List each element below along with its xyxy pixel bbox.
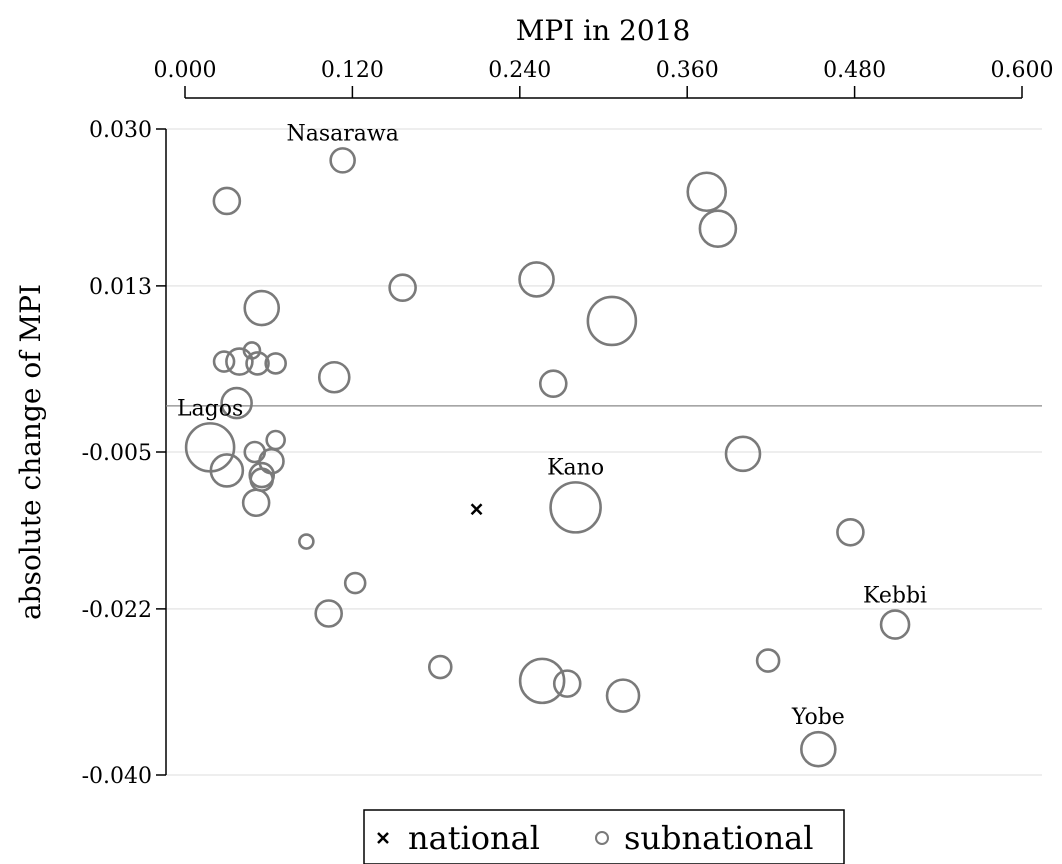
- data-point: [698, 209, 738, 248]
- x-tick-label: 0.360: [656, 58, 719, 83]
- point-label: Yobe: [791, 705, 845, 730]
- legend-subnational-marker: [595, 831, 609, 845]
- data-point: [220, 386, 253, 420]
- x-tick-label: 0.600: [991, 58, 1054, 83]
- point-label: Lagos: [177, 396, 243, 421]
- legend-national-label: national: [408, 819, 540, 857]
- national-marker: [470, 503, 483, 516]
- data-point: [265, 429, 286, 451]
- data-point: [518, 657, 566, 705]
- data-point: [755, 648, 781, 673]
- y-tick-label: 0.030: [89, 118, 152, 143]
- point-label: Nasarawa: [286, 121, 398, 146]
- x-tick-label: 0.000: [154, 58, 217, 83]
- data-point: [388, 273, 417, 303]
- data-point: [879, 609, 911, 640]
- data-point: [264, 352, 287, 375]
- gridlines: [166, 128, 1042, 776]
- x-tick-label: 0.240: [488, 58, 551, 83]
- data-point: [298, 533, 315, 550]
- point-labels: Nasarawa Lagos Kano Kebbi Yobe: [177, 121, 927, 730]
- point-label: Kano: [547, 455, 604, 480]
- point-label: Kebbi: [863, 584, 927, 609]
- data-point: [241, 488, 271, 518]
- data-point: [314, 599, 343, 628]
- y-axis-title: absolute change of MPI: [14, 284, 47, 620]
- data-point: [317, 360, 351, 394]
- y-tick-label: 0.013: [89, 275, 152, 300]
- data-point: [243, 289, 281, 327]
- data-point: [724, 435, 762, 473]
- data-point: [225, 347, 254, 376]
- data-point: [245, 351, 270, 376]
- legend: national subnational: [363, 809, 845, 864]
- legend-national-marker: [377, 832, 389, 844]
- y-tick-label: -0.022: [82, 598, 152, 623]
- legend-subnational-label: subnational: [624, 819, 813, 857]
- legend-box: [363, 809, 845, 864]
- data-point: [212, 350, 236, 373]
- data-point: [605, 678, 641, 713]
- y-tick-label: -0.005: [82, 441, 152, 466]
- data-point: [329, 147, 356, 174]
- y-tick-label: -0.040: [82, 764, 152, 789]
- data-point: [343, 571, 367, 595]
- data-point: [549, 481, 602, 534]
- data-point: [248, 461, 276, 489]
- data-point: [836, 517, 865, 547]
- data-point: [209, 453, 245, 488]
- data-point: [800, 730, 837, 768]
- data-point: [184, 422, 236, 473]
- data-point: [427, 654, 453, 680]
- data-points: [184, 147, 911, 768]
- legend-x-stroke: [377, 832, 389, 844]
- x-tick-label: 0.480: [823, 58, 886, 83]
- national-marker-stroke: [470, 503, 483, 516]
- x-ticks: 0.000 0.120 0.240 0.360 0.480 0.600: [154, 58, 1054, 98]
- data-point: [586, 295, 638, 347]
- data-point: [518, 261, 555, 298]
- y-ticks: 0.030 0.013 -0.005 -0.022 -0.040: [82, 118, 166, 789]
- x-axis-title: MPI in 2018: [516, 14, 691, 47]
- data-point: [686, 171, 728, 213]
- axes: [165, 97, 1042, 775]
- x-tick-label: 0.120: [321, 58, 384, 83]
- data-point: [552, 669, 582, 698]
- data-point: [538, 369, 568, 399]
- data-point: [212, 186, 242, 216]
